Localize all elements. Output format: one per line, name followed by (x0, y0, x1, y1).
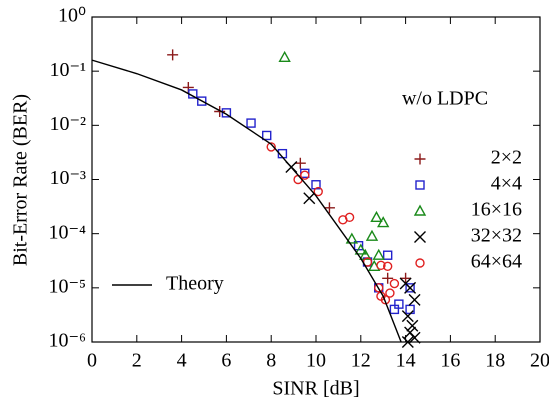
data-point (345, 232, 359, 244)
legend-label: 2×2 (491, 147, 522, 169)
legend-label: 32×32 (471, 225, 522, 247)
data-point (323, 202, 335, 214)
y-tick-label: 10⁻¹ (49, 59, 86, 81)
y-axis-label: Bit-Error Rate (BER) (10, 94, 32, 266)
legend-label: 4×4 (491, 173, 522, 195)
data-point (401, 336, 414, 348)
y-tick-label: 10⁻² (49, 113, 86, 135)
x-axis-label: SINR [dB] (272, 378, 359, 400)
x-tick-label: 8 (266, 350, 276, 372)
legend-marker (413, 204, 427, 216)
x-tick-label: 12 (351, 350, 371, 372)
x-tick-label: 0 (87, 350, 97, 372)
data-point (246, 118, 256, 128)
data-point (408, 293, 421, 306)
data-point (278, 50, 291, 63)
x-tick-label: 6 (221, 350, 231, 372)
data-point (376, 260, 386, 271)
data-point (313, 186, 323, 197)
legend-label: 64×64 (471, 251, 522, 273)
x-tick-label: 16 (440, 350, 460, 372)
data-point (344, 212, 355, 223)
legend-marker (415, 180, 425, 190)
x-tick-label: 20 (530, 350, 549, 372)
data-point (372, 248, 385, 260)
data-point (389, 278, 400, 289)
data-point (405, 304, 415, 315)
data-point (197, 96, 207, 106)
data-point (300, 170, 310, 180)
theory-line (91, 59, 402, 343)
legend-marker (414, 231, 426, 243)
y-tick-label: 10⁻³ (49, 167, 86, 189)
y-tick-label: 10⁻⁶ (48, 330, 86, 352)
data-point (214, 106, 226, 118)
data-point (382, 272, 394, 284)
x-tick-label: 10 (306, 350, 326, 372)
x-tick-label: 2 (132, 350, 142, 372)
data-point (374, 283, 384, 293)
data-point (404, 281, 417, 294)
data-point (405, 283, 415, 293)
legend-label: Theory (166, 273, 224, 295)
legend-marker (414, 153, 426, 165)
legend-marker (415, 258, 425, 268)
legend-label: 16×16 (471, 199, 522, 221)
data-point (377, 216, 390, 228)
legend-title: w/o LDPC (402, 88, 488, 110)
data-point (167, 49, 179, 61)
data-point (382, 250, 393, 260)
data-point (266, 142, 276, 152)
data-point (401, 310, 414, 323)
data-point (394, 299, 404, 309)
data-point (262, 130, 272, 141)
data-point (370, 210, 383, 223)
x-tick-label: 4 (177, 350, 187, 372)
plot-frame (91, 16, 541, 343)
y-tick-label: 10⁻⁴ (48, 221, 86, 243)
y-tick-label: 10⁰ (58, 5, 86, 27)
data-point (385, 288, 395, 298)
data-point (382, 261, 393, 271)
x-tick-label: 14 (396, 350, 416, 372)
data-point (294, 157, 306, 169)
data-point (365, 229, 379, 241)
data-point (406, 319, 419, 332)
data-point (408, 331, 421, 344)
data-point (303, 192, 316, 205)
x-tick-label: 18 (485, 350, 505, 372)
data-point (354, 243, 367, 255)
y-tick-label: 10⁻⁵ (48, 275, 86, 297)
data-point (400, 272, 412, 284)
